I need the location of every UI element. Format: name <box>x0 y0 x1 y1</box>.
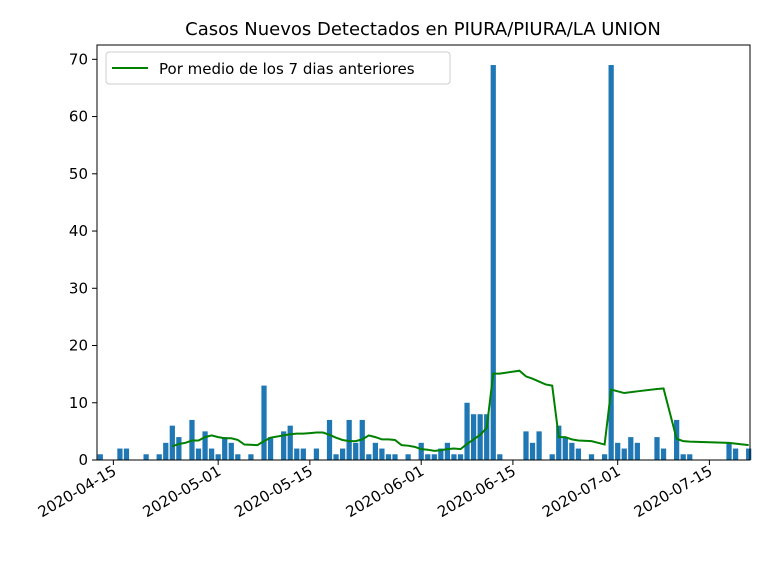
bar <box>477 414 483 460</box>
y-tick-label: 40 <box>69 222 88 240</box>
bar <box>313 448 320 460</box>
bars <box>97 65 752 460</box>
bar <box>294 448 300 460</box>
legend-box <box>105 51 451 85</box>
bar <box>379 448 385 460</box>
bar <box>634 442 640 460</box>
bar <box>346 419 352 460</box>
y-tick-label: 30 <box>69 279 88 297</box>
bar <box>654 437 660 460</box>
bar <box>156 454 162 460</box>
bar <box>176 437 182 460</box>
y-tick-label: 10 <box>69 394 88 412</box>
bar <box>562 437 568 460</box>
bar <box>628 437 634 460</box>
bar <box>732 448 739 460</box>
bar <box>300 448 306 460</box>
y-tick-label: 0 <box>78 451 88 469</box>
bar <box>549 454 555 460</box>
bar <box>267 437 274 460</box>
bar <box>195 448 202 460</box>
bar <box>392 454 398 460</box>
bar <box>746 448 752 460</box>
bar <box>438 448 444 460</box>
bar <box>431 454 437 460</box>
bar <box>97 454 103 460</box>
bar <box>117 448 123 460</box>
bar <box>608 65 614 460</box>
bar <box>169 425 175 460</box>
bar <box>660 448 667 460</box>
bar <box>353 442 359 460</box>
bar <box>464 402 470 460</box>
bar <box>615 442 621 460</box>
legend: Por medio de los 7 dias anteriores <box>105 51 451 85</box>
bar <box>726 442 732 460</box>
y-tick-label: 50 <box>69 165 88 183</box>
bar <box>490 65 496 460</box>
legend-label: Por medio de los 7 dias anteriores <box>159 60 415 78</box>
bar <box>123 448 130 460</box>
bar <box>601 454 608 460</box>
bar <box>202 431 208 460</box>
bar <box>222 437 228 460</box>
bar <box>418 442 424 460</box>
bar <box>287 425 293 460</box>
bar <box>680 454 686 460</box>
bar <box>405 454 411 460</box>
bar <box>425 454 431 460</box>
bar <box>451 454 457 460</box>
bar <box>569 442 575 460</box>
y-tick-label: 20 <box>69 337 88 355</box>
bar <box>143 454 149 460</box>
bar <box>687 454 693 460</box>
bar <box>575 448 582 460</box>
chart-title: Casos Nuevos Detectados en PIURA/PIURA/L… <box>185 19 661 40</box>
bar <box>333 454 339 460</box>
axes-frame <box>96 44 751 461</box>
bar <box>326 419 333 460</box>
bar <box>444 442 451 460</box>
bar <box>208 448 215 460</box>
bar <box>385 454 392 460</box>
bar <box>248 454 254 460</box>
bar <box>556 425 562 460</box>
bar <box>163 442 169 460</box>
moving-average-line-group <box>171 369 749 452</box>
moving-average-line <box>171 369 749 452</box>
bar <box>484 414 490 460</box>
bar <box>588 454 595 460</box>
bar <box>281 431 287 460</box>
y-tick-label: 70 <box>69 50 88 68</box>
bar <box>339 448 346 460</box>
bar <box>470 414 477 460</box>
bar <box>372 442 378 460</box>
bar <box>536 431 542 460</box>
bar <box>235 454 241 460</box>
bar <box>674 419 680 460</box>
bar <box>497 454 503 460</box>
bar <box>366 454 372 460</box>
bar <box>621 448 627 460</box>
bar <box>215 454 221 460</box>
bar <box>523 431 529 460</box>
bar <box>529 442 536 460</box>
y-tick-label: 60 <box>69 108 88 126</box>
bar <box>261 385 267 460</box>
bar <box>457 454 464 460</box>
bar <box>228 442 234 460</box>
